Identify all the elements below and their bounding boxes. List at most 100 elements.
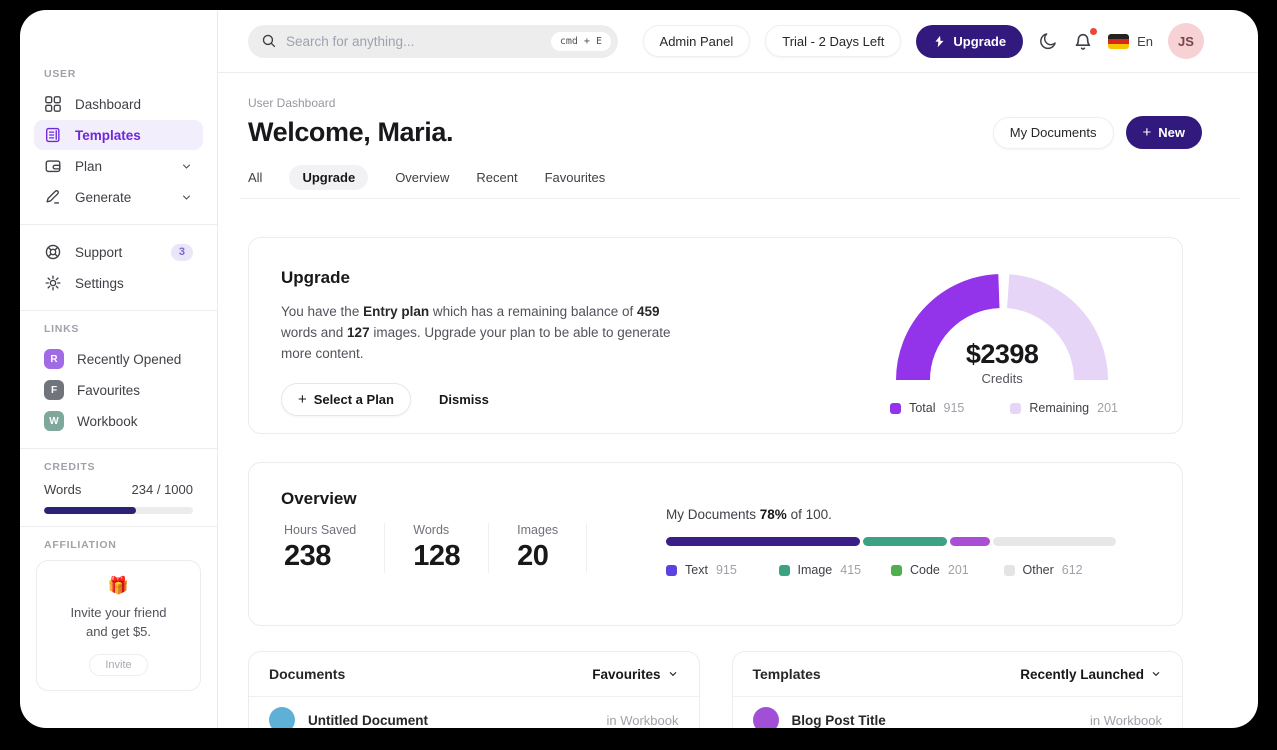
header-divider <box>240 198 1240 199</box>
new-button-label: New <box>1158 125 1185 140</box>
sidebar-item-label: Dashboard <box>75 96 142 112</box>
sidebar-item-label: Favourites <box>77 382 141 398</box>
credits-caption: Credits <box>981 371 1023 386</box>
credits-value: 234 / 1000 <box>131 482 193 497</box>
legend-swatch <box>778 564 790 576</box>
select-plan-button[interactable]: + Select a Plan <box>281 383 411 417</box>
upgrade-button[interactable]: Upgrade <box>916 24 1024 58</box>
new-button[interactable]: + New <box>1125 116 1202 149</box>
overview-card-title: Overview <box>281 489 357 508</box>
stat-label: Words <box>413 523 450 537</box>
admin-panel-button[interactable]: Admin Panel <box>642 25 751 57</box>
sidebar-divider <box>20 224 217 225</box>
documents-filter-dropdown[interactable]: Favourites <box>592 667 678 682</box>
breadcrumb: User Dashboard <box>248 96 336 110</box>
topbar: cmd + E Admin Panel Trial - 2 Days Left … <box>218 10 1258 73</box>
sidebar-link-workbook[interactable]: W Workbook <box>34 406 203 436</box>
stat-words: Words 128 <box>413 523 490 573</box>
sidebar-item-label: Plan <box>75 158 103 174</box>
page-content: User Dashboard Welcome, Maria. My Docume… <box>218 73 1258 728</box>
plus-icon: + <box>298 391 307 409</box>
template-avatar <box>752 707 779 728</box>
dismiss-button[interactable]: Dismiss <box>438 392 489 408</box>
moon-icon <box>1040 33 1056 50</box>
sidebar-link-favourites[interactable]: F Favourites <box>34 375 203 405</box>
invite-button[interactable]: Invite <box>89 653 148 676</box>
tab-all[interactable]: All <box>248 170 263 185</box>
documents-card-title: Documents <box>269 666 346 682</box>
template-list-item[interactable]: Blog Post Title in Workbook <box>733 697 1183 728</box>
stat-value: 20 <box>517 540 549 572</box>
tab-recent[interactable]: Recent <box>476 170 518 185</box>
sidebar-item-dashboard[interactable]: Dashboard <box>34 89 203 119</box>
sidebar-section-user: USER <box>44 68 77 80</box>
gear-icon <box>44 274 62 292</box>
legend-value: 915 <box>943 401 965 415</box>
sidebar-item-templates[interactable]: Templates <box>34 120 203 150</box>
sidebar-item-settings[interactable]: Settings <box>34 268 203 298</box>
templates-card-header: Templates Recently Launched <box>732 652 1182 697</box>
sidebar-item-label: Support <box>75 244 123 260</box>
templates-filter-dropdown[interactable]: Recently Launched <box>1020 667 1162 682</box>
tab-overview[interactable]: Overview <box>395 170 450 185</box>
language-selector[interactable]: En <box>1108 33 1153 49</box>
legend-item-text: Text 915 <box>666 563 779 577</box>
stat-value: 128 <box>413 540 461 572</box>
legend-value: 201 <box>947 563 969 577</box>
sidebar-link-recently-opened[interactable]: R Recently Opened <box>34 344 203 374</box>
legend-value: 915 <box>715 563 737 577</box>
sidebar-divider <box>20 448 217 449</box>
legend-item-code: Code 201 <box>891 563 1004 577</box>
stat-label: Hours Saved <box>284 523 357 537</box>
keyboard-shortcut-badge: cmd + E <box>550 31 611 51</box>
page-header-row: Welcome, Maria. My Documents + New <box>248 116 1258 149</box>
templates-card-title: Templates <box>752 666 821 682</box>
page-title: Welcome, Maria. <box>248 117 454 147</box>
legend-item-total: Total 915 <box>890 401 964 415</box>
search-input[interactable] <box>286 33 542 49</box>
notification-dot <box>1090 28 1098 35</box>
legend-label: Total <box>909 401 936 415</box>
legend-item-other: Other 612 <box>1003 563 1117 577</box>
legend-label: Remaining <box>1029 401 1090 415</box>
legend-label: Image <box>797 563 833 577</box>
sidebar-item-plan[interactable]: Plan <box>34 151 203 181</box>
flag-germany-icon <box>1108 33 1130 49</box>
chevron-down-icon <box>669 672 676 676</box>
upgrade-card-title: Upgrade <box>281 268 350 287</box>
app-window: USER Dashboard Templates Plan Generate S… <box>20 10 1258 728</box>
document-list-item[interactable]: Untitled Document in Workbook <box>249 697 699 728</box>
documents-progress-bar <box>666 537 1117 546</box>
legend-label: Code <box>910 563 940 577</box>
sidebar-section-credits: CREDITS <box>44 461 96 473</box>
user-avatar[interactable]: JS <box>1168 23 1204 59</box>
tab-favourites[interactable]: Favourites <box>544 170 606 185</box>
sidebar-item-generate[interactable]: Generate <box>34 182 203 212</box>
sidebar-item-label: Recently Opened <box>77 351 182 367</box>
upgrade-card-text: You have the Entry plan which has a rema… <box>281 304 671 362</box>
wallet-icon <box>44 157 62 175</box>
credits-progress-bar <box>44 507 193 514</box>
documents-card-header: Documents Favourites <box>249 652 699 697</box>
trial-status-button[interactable]: Trial - 2 Days Left <box>765 25 902 57</box>
cards-container: Upgrade You have the Entry plan which ha… <box>248 237 1258 728</box>
my-documents-button[interactable]: My Documents <box>992 116 1114 149</box>
main-area: cmd + E Admin Panel Trial - 2 Days Left … <box>218 10 1258 728</box>
legend-swatch <box>890 402 902 414</box>
notifications-button[interactable] <box>1073 28 1098 51</box>
legend-swatch <box>1003 564 1015 576</box>
sidebar-divider <box>20 310 217 311</box>
sidebar-item-support[interactable]: Support 3 <box>34 237 203 267</box>
legend-swatch <box>666 564 677 576</box>
search-bar[interactable]: cmd + E <box>248 24 618 58</box>
grid-icon <box>44 95 62 113</box>
tab-upgrade[interactable]: Upgrade <box>289 165 369 190</box>
credits-amount: $2398 <box>965 339 1039 369</box>
sidebar-item-label: Generate <box>75 189 132 205</box>
plus-icon: + <box>1142 124 1152 141</box>
templates-filter-label: Recently Launched <box>1020 666 1144 682</box>
dark-mode-toggle[interactable] <box>1038 31 1058 51</box>
sidebar-section-affiliation: AFFILIATION <box>44 539 117 551</box>
gauge-center-label: $2398 Credits <box>890 339 1114 386</box>
templates-card: Templates Recently Launched Blog Post Ti… <box>731 651 1183 728</box>
